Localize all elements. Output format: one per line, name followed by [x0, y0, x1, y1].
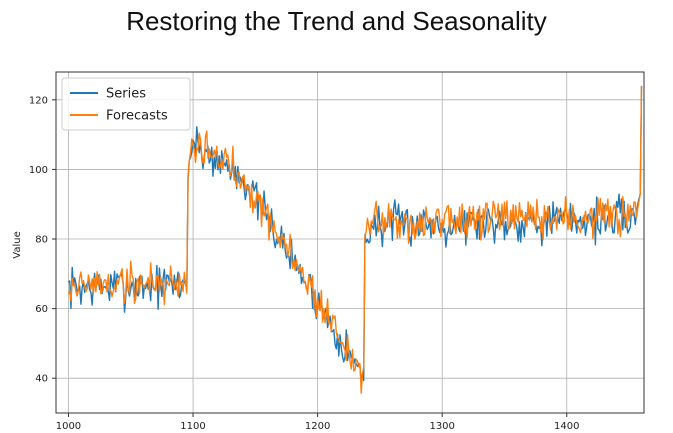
plot-frame: [55, 71, 645, 414]
y-tick-label: 120: [29, 95, 48, 106]
series-lines: [67, 85, 643, 394]
x-axis-ticks: 1000 1100 1200 1300 1400: [56, 413, 579, 432]
series-line-forecasts: [67, 85, 643, 394]
x-tick-label: 1400: [554, 421, 579, 432]
legend-label: Forecasts: [106, 109, 168, 124]
y-tick-label: 100: [29, 165, 48, 176]
legend-label: Series: [106, 87, 146, 102]
y-axis-ticks: 40 60 80 100 120: [29, 95, 56, 385]
page-title: Restoring the Trend and Seasonality: [126, 6, 547, 36]
x-tick-label: 1300: [429, 421, 454, 432]
y-tick-label: 60: [35, 304, 48, 315]
y-tick-label: 40: [35, 374, 48, 385]
legend-box: [61, 77, 191, 131]
grid: [56, 72, 644, 413]
x-tick-label: 1100: [180, 421, 205, 432]
legend: Series Forecasts: [61, 77, 191, 131]
y-tick-label: 80: [35, 235, 48, 246]
y-axis-label: Value: [12, 231, 23, 258]
x-tick-label: 1200: [305, 421, 330, 432]
x-tick-label: 1000: [56, 421, 81, 432]
